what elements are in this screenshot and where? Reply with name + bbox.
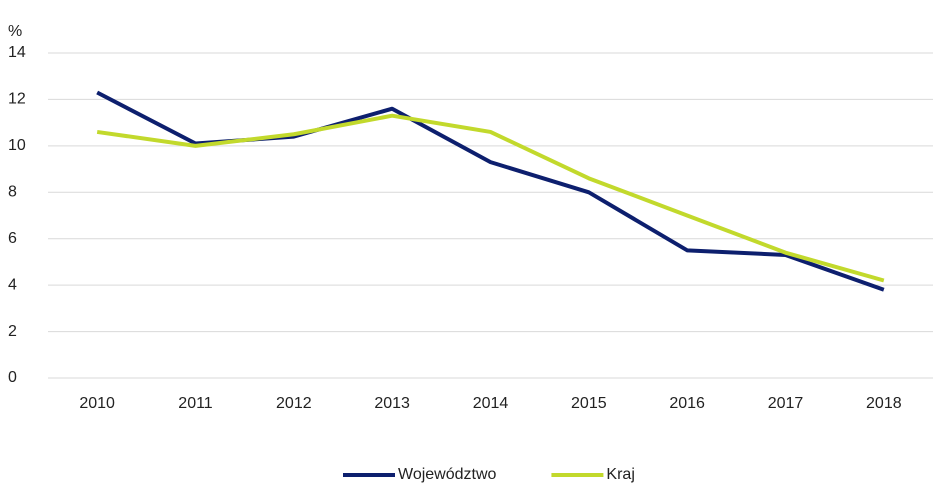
x-tick-label: 2013 [374,395,410,412]
y-tick-label: 2 [8,323,17,340]
y-tick-label: 14 [8,44,26,61]
y-tick-label: 10 [8,137,26,154]
y-axis-label: % [8,23,22,40]
x-tick-label: 2015 [571,395,607,412]
x-tick-label: 2016 [669,395,705,412]
y-tick-label: 6 [8,230,17,247]
legend-label: Kraj [606,466,634,483]
x-tick-label: 2014 [473,395,509,412]
line-series [96,90,885,292]
y-tick-label: 0 [8,369,17,386]
y-tick-label: 12 [8,91,26,108]
legend-label: Województwo [398,466,497,483]
x-tick-label: 2010 [79,395,115,412]
y-tick-label: 8 [8,184,17,201]
x-tick-label: 2011 [178,395,213,412]
y-tick-label: 4 [8,276,17,293]
x-tick-label: 2018 [866,395,902,412]
x-tick-label: 2017 [768,395,804,412]
x-tick-label: 2012 [276,395,312,412]
line-series [96,113,885,283]
